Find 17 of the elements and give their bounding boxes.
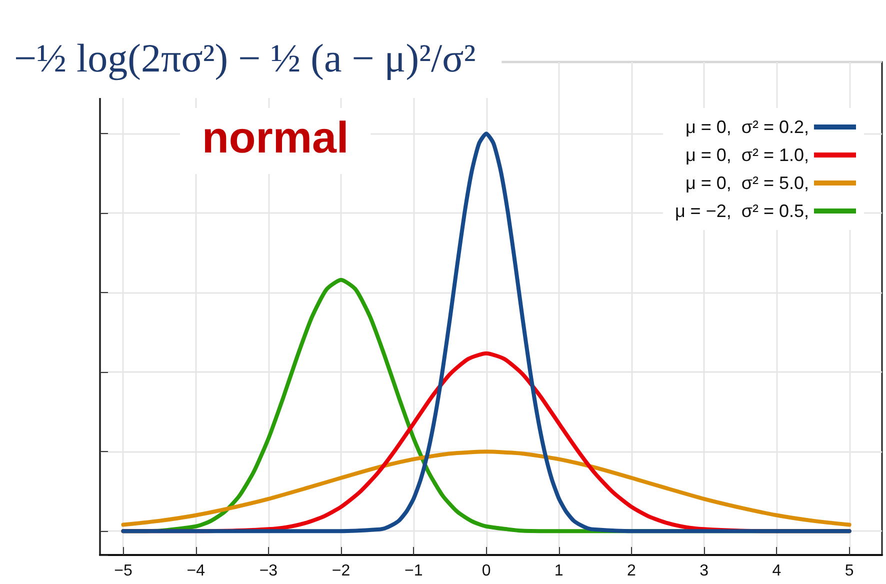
legend-label: μ = 0, σ² = 5.0, — [685, 173, 809, 193]
legend-label: μ = −2, σ² = 0.5, — [674, 201, 809, 221]
x-tick-label: −4 — [186, 562, 206, 580]
legend-label: μ = 0, σ² = 1.0, — [685, 145, 809, 165]
x-tick-label: −1 — [404, 562, 423, 580]
legend-label: μ = 0, σ² = 0.2, — [685, 117, 809, 137]
x-tick-label: 5 — [844, 562, 854, 580]
x-tick-label: −3 — [259, 562, 278, 580]
x-tick-label: 4 — [772, 562, 782, 580]
x-tick-label: 2 — [627, 562, 636, 580]
x-tick-label: −2 — [332, 562, 350, 580]
x-tick-label: −5 — [114, 562, 132, 580]
x-tick-label: 1 — [554, 562, 564, 580]
chart-title: −½ log(2πσ²) − ½ (a − μ)²/σ² — [14, 36, 476, 80]
chart-subtitle: normal — [202, 114, 349, 162]
x-tick-label: 0 — [482, 562, 491, 580]
x-tick-label: 3 — [700, 562, 709, 580]
